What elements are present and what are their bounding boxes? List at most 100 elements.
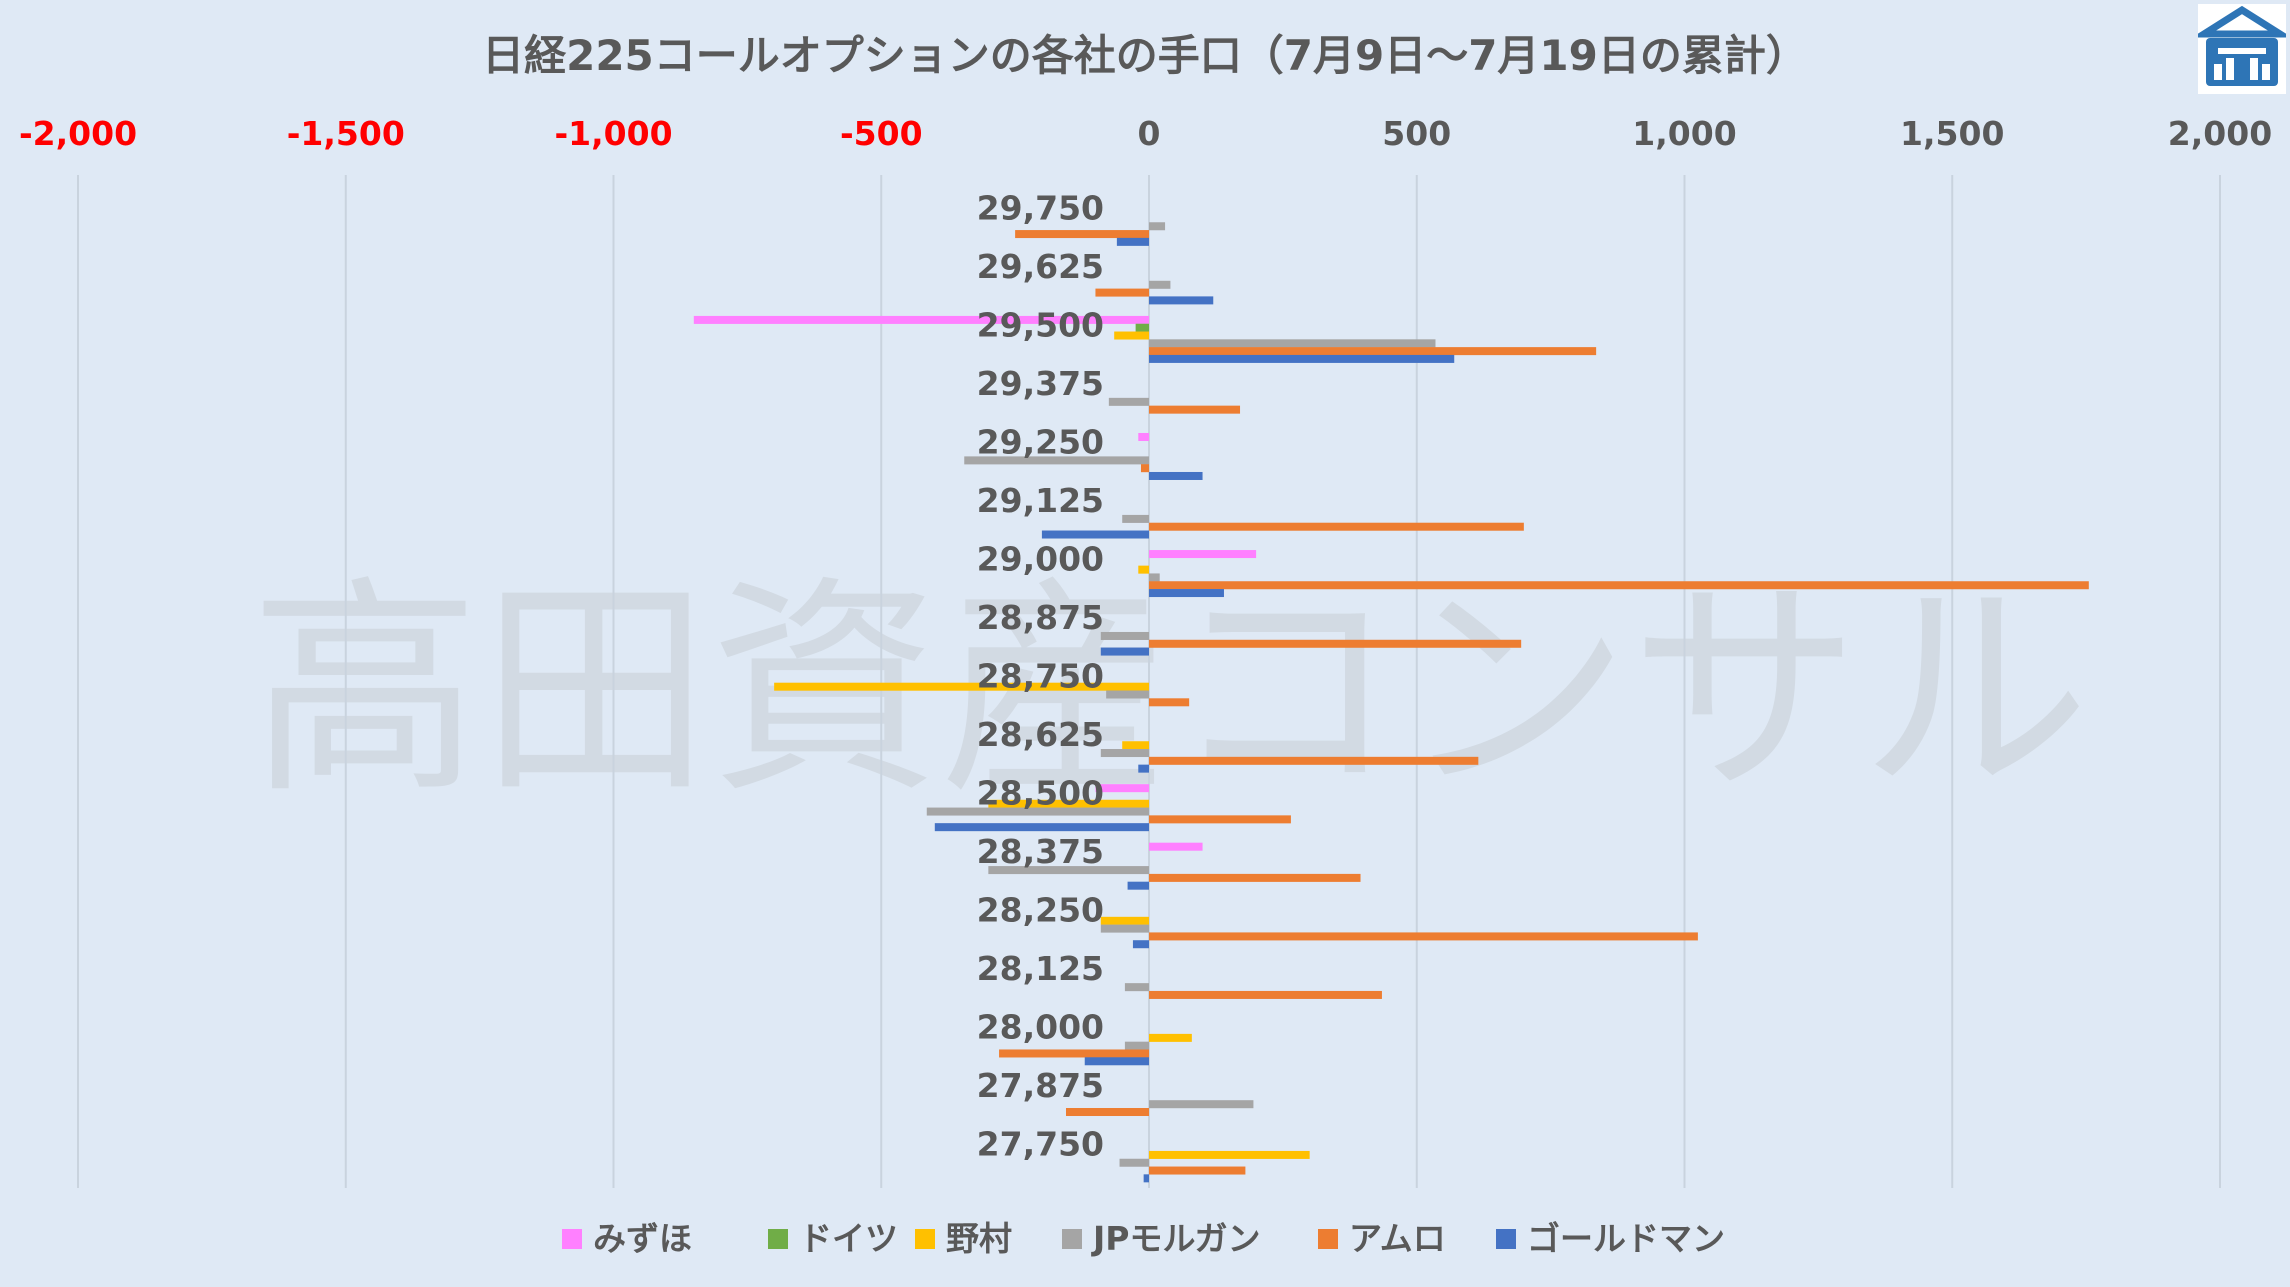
bar [1124,983,1149,992]
legend-label: ゴールドマン [1527,1219,1725,1258]
bar [1149,756,1479,765]
bar [964,456,1149,465]
takada-logo [2191,4,2290,94]
bar [1149,581,2089,590]
bar [1149,296,1214,305]
bar [1149,639,1522,648]
category-label: 28,375 [977,832,1104,871]
legend-label: JPモルガン [1091,1219,1260,1258]
x-tick-label: 0 [1138,114,1161,153]
legend-label: 野村 [946,1219,1012,1258]
bar [1100,924,1149,933]
bar [1084,1057,1149,1066]
bar [1149,1033,1192,1042]
bar [1149,550,1257,559]
bar [1149,815,1291,824]
legend-label: みずほ [593,1219,692,1258]
logo-icon [2191,5,2290,86]
bar [1140,464,1149,473]
legend-swatch [1496,1229,1516,1249]
bar [1095,784,1149,793]
category-label: 29,250 [977,422,1104,461]
category-label: 28,500 [977,774,1104,813]
bar [1149,522,1524,531]
bar [693,315,1149,324]
bar [1108,397,1149,406]
bar [1065,1108,1149,1117]
bar [1149,405,1241,414]
bar [1015,230,1149,239]
legend-label: アムロ [1349,1219,1446,1258]
bar [988,799,1149,808]
category-label: 29,125 [977,481,1104,520]
category-label: 28,125 [977,949,1104,988]
bar [1149,280,1171,289]
category-label: 29,625 [977,247,1104,286]
category-label: 28,875 [977,598,1104,637]
bar [1106,690,1149,699]
category-label: 29,000 [977,539,1104,578]
bar [988,866,1149,875]
bar [1100,916,1149,925]
bar [1149,573,1160,582]
bar [1149,222,1166,231]
bar [1135,323,1149,332]
bar [1143,1174,1149,1183]
bar [1149,1150,1310,1159]
x-tick-label: 1,500 [1900,114,2004,153]
category-label: 29,750 [977,188,1104,227]
bar [1041,530,1149,539]
category-labels: 29,750 29,625 29,500 29,375 29,250 29,125 29,0… [977,188,1104,1163]
x-tick-label: -1,500 [287,114,405,153]
bar [1149,339,1436,348]
bar [1100,749,1149,758]
legend-swatch [1062,1229,1082,1249]
legend-swatch [1318,1229,1338,1249]
bar [1149,932,1698,941]
x-tick-label: 1,000 [1632,114,1736,153]
legend-swatch [768,1229,788,1249]
bar [1149,1100,1254,1109]
bar [1095,288,1149,297]
x-tick-label: -500 [840,114,923,153]
category-label: 28,000 [977,1008,1104,1047]
x-tick-label: 2,000 [2168,114,2272,153]
bar [1127,881,1149,890]
bar [1149,354,1455,363]
bar [1122,514,1149,523]
bar [1149,842,1203,851]
category-label: 28,750 [977,657,1104,696]
legend-swatch [562,1229,582,1249]
bar [1149,873,1361,882]
bar [1149,589,1224,598]
category-label: 28,625 [977,715,1104,754]
bar [1149,990,1382,999]
bar [1100,631,1149,640]
bar [1138,565,1149,574]
bar [1119,1158,1149,1167]
category-label: 27,750 [977,1125,1104,1164]
bar [1122,741,1149,750]
bar [1149,1166,1246,1175]
legend-swatch [915,1229,935,1249]
bar [1124,1041,1149,1050]
x-tick-label: -2,000 [19,114,137,153]
bar [934,823,1149,832]
bar [1149,698,1190,707]
watermark: 高田資産コンサル [250,558,2090,825]
category-label: 29,375 [977,364,1104,403]
x-tick-label: 500 [1382,114,1451,153]
x-axis-ticks: -2,000 -1,500 -1,000 -500 0 500 1,000 1,500 2,00… [19,114,2272,153]
bar [1114,331,1149,340]
bar [1100,647,1149,656]
bar [1132,940,1149,949]
chart-title: 日経225コールオプションの各社の手口（7月9日～7月19日の累計） [482,31,1808,80]
bar [999,1049,1149,1058]
bars [693,222,2089,1183]
bar [774,682,1149,691]
bar [1138,432,1149,441]
bar [1138,764,1149,773]
category-label: 27,875 [977,1066,1104,1105]
category-label: 29,500 [977,305,1104,344]
